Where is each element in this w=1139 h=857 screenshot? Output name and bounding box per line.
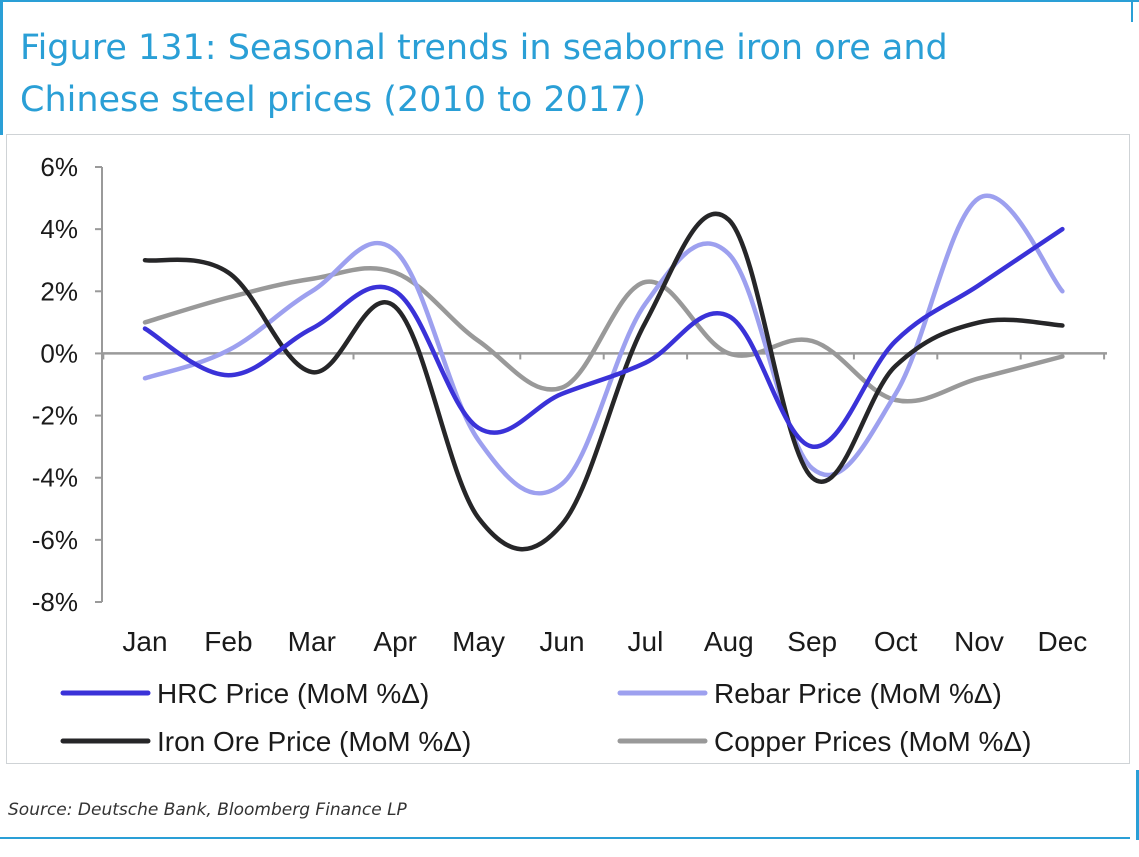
x-tick-label: Oct <box>874 626 918 657</box>
copper-prices-line <box>142 265 1065 404</box>
y-tick-label: -2% <box>32 401 78 431</box>
y-tick-label: -4% <box>32 463 78 493</box>
x-tick-label: Jan <box>122 626 167 657</box>
figure-title: Figure 131: Seasonal trends in seaborne … <box>20 22 1100 126</box>
x-tick-label: May <box>452 626 505 657</box>
x-tick-label: Jul <box>628 626 664 657</box>
legend-rebar-price: Rebar Price (MoM %Δ) <box>617 678 1002 709</box>
figure-title-line-2: Chinese steel prices (2010 to 2017) <box>20 80 647 120</box>
legend-label: Rebar Price (MoM %Δ) <box>714 678 1002 709</box>
x-tick-label: Jun <box>539 626 584 657</box>
frame-right-rule <box>1131 0 1133 22</box>
x-tick-label: Sep <box>787 626 837 657</box>
y-tick-label: 2% <box>40 276 78 306</box>
legend-hrc-price: HRC Price (MoM %Δ) <box>60 678 429 709</box>
y-tick-label: 4% <box>40 214 78 244</box>
source-note: Source: Deutsche Bank, Bloomberg Finance… <box>8 800 407 820</box>
x-tick-label: Nov <box>954 626 1004 657</box>
frame-right-lower-rule <box>1136 770 1139 840</box>
frame-top-rule <box>0 0 1139 2</box>
legend-label: HRC Price (MoM %Δ) <box>157 678 429 709</box>
legend-copper-prices: Copper Prices (MoM %Δ) <box>617 726 1031 757</box>
axes-layer: 6% 4% 2% 0% -2% -4% -6% -8% Jan Feb Mar Apr May Jun Ju… <box>32 152 1107 657</box>
legend-layer: HRC Price (MoM %Δ) Rebar Price (MoM %Δ) Ir… <box>60 678 1031 757</box>
legend-iron-ore-price: Iron Ore Price (MoM %Δ) <box>60 726 471 757</box>
x-tick-label: Mar <box>288 626 336 657</box>
figure-title-line-1: Figure 131: Seasonal trends in seaborne … <box>20 28 948 68</box>
x-tick-label: Apr <box>373 626 417 657</box>
frame-left-rule <box>0 0 3 135</box>
legend-label: Copper Prices (MoM %Δ) <box>714 726 1031 757</box>
series-layer <box>142 193 1065 552</box>
legend-label: Iron Ore Price (MoM %Δ) <box>157 726 471 757</box>
x-tick-label: Feb <box>204 626 252 657</box>
y-tick-label: 0% <box>40 338 78 368</box>
x-tick-label: Dec <box>1038 626 1088 657</box>
y-tick-label: -6% <box>32 525 78 555</box>
line-chart: 6% 4% 2% 0% -2% -4% -6% -8% Jan Feb Mar Apr May Jun Ju… <box>32 152 1107 757</box>
frame-bottom-rule <box>0 837 1130 839</box>
x-tick-label: Aug <box>704 626 754 657</box>
hrc-price-line <box>142 226 1065 449</box>
iron-ore-price-line <box>142 211 1065 552</box>
y-tick-label: -8% <box>32 587 78 617</box>
chart-container <box>6 134 1130 764</box>
y-tick-label: 6% <box>40 152 78 182</box>
